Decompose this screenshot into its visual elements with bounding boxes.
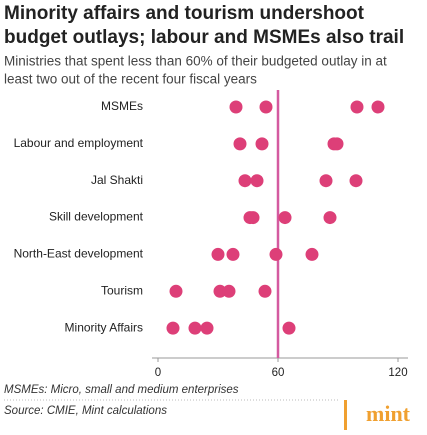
dot xyxy=(233,137,247,151)
dot xyxy=(213,284,227,298)
dot xyxy=(349,174,363,188)
dot xyxy=(330,137,344,151)
dot xyxy=(226,247,240,261)
x-tick-label: 0 xyxy=(155,367,161,379)
dot xyxy=(305,247,319,261)
dot xyxy=(211,247,225,261)
x-tick-label: 120 xyxy=(388,367,407,379)
dot xyxy=(259,100,273,114)
subtitle: least two out of the recent four fiscal … xyxy=(4,72,257,87)
dot xyxy=(238,174,252,188)
dot xyxy=(255,137,269,151)
category-label: Tourism xyxy=(101,283,143,297)
dot xyxy=(169,284,183,298)
subtitle: Ministries that spent less than 60% of t… xyxy=(4,54,387,69)
category-label: Skill development xyxy=(49,210,144,224)
dot xyxy=(350,100,364,114)
dot xyxy=(188,321,202,335)
dot xyxy=(323,211,337,225)
category-label: Labour and employment xyxy=(14,136,144,150)
dot xyxy=(229,100,243,114)
dot xyxy=(371,100,385,114)
dot xyxy=(278,211,292,225)
category-label: Jal Shakti xyxy=(91,173,143,187)
chart-title: budget outlays; labour and MSMEs also tr… xyxy=(4,27,404,48)
category-label: North-East development xyxy=(14,247,144,261)
logo-bar xyxy=(344,400,347,430)
chart-title: Minority affairs and tourism undershoot xyxy=(4,3,365,24)
dot xyxy=(282,321,296,335)
dot xyxy=(319,174,333,188)
dot xyxy=(246,211,260,225)
category-label: MSMEs xyxy=(101,99,143,113)
logo: mint xyxy=(366,401,411,426)
dot xyxy=(222,284,236,298)
dot xyxy=(269,247,283,261)
x-tick-label: 60 xyxy=(272,367,285,379)
source: Source: CMIE, Mint calculations xyxy=(4,405,167,417)
footnote: MSMEs: Micro, small and medium enterpris… xyxy=(4,384,239,396)
dot xyxy=(200,321,214,335)
dot xyxy=(166,321,180,335)
dot xyxy=(250,174,264,188)
category-label: Minority Affairs xyxy=(65,320,143,334)
dot xyxy=(258,284,272,298)
